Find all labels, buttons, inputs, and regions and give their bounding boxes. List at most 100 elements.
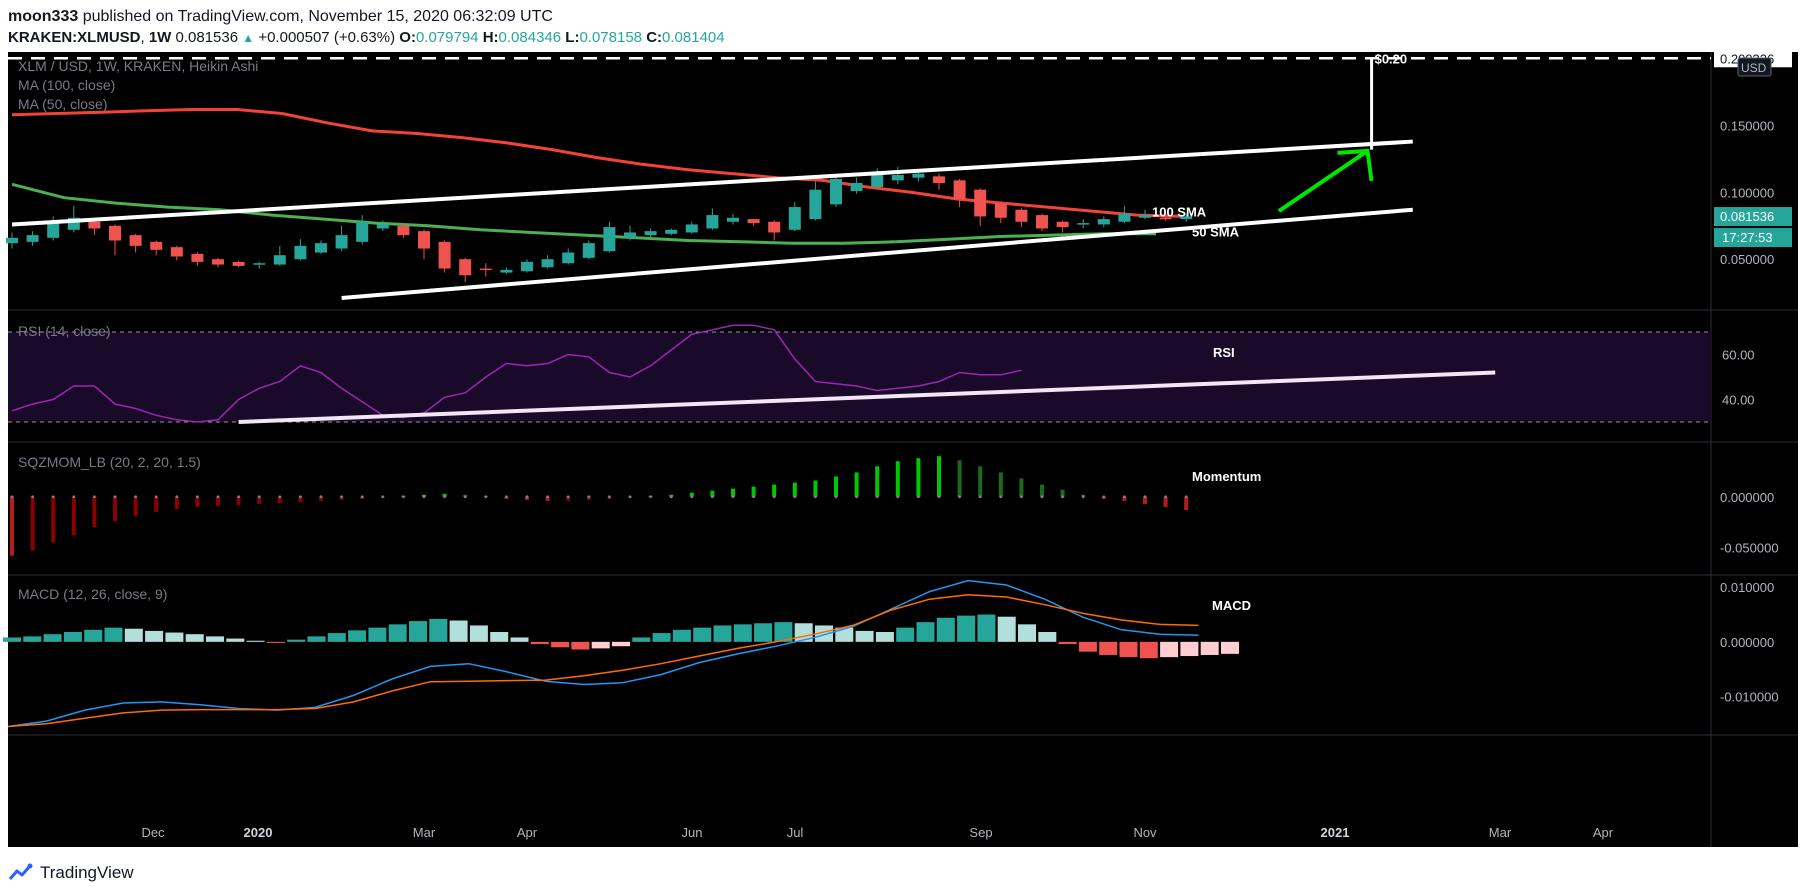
macd-histogram-bar (1200, 641, 1219, 655)
macd-histogram-bar (672, 629, 691, 642)
macd-pane[interactable]: MACD (12, 26, close, 9) MACD (3, 579, 1251, 728)
candle-body (1056, 221, 1069, 228)
squeeze-dot (216, 495, 220, 499)
candle-body (212, 259, 224, 265)
macd-histogram-bar (84, 629, 103, 642)
squeeze-dot (711, 495, 714, 499)
candle-body (397, 225, 410, 236)
open-label: O: (399, 29, 416, 46)
momentum-axis-tick: 0.000000 (1720, 490, 1774, 505)
ma50-legend: MA (50, close) (18, 96, 107, 112)
price-pane-title: XLM / USD, 1W, KRAKEN, Heikin Ashi (18, 58, 258, 74)
macd-histogram-bar (104, 627, 123, 642)
channel-lower-trendline (341, 207, 1413, 300)
last-price-label: 0.081536 (1720, 209, 1774, 224)
macd-histogram-bar (551, 641, 570, 648)
macd-histogram-bar (571, 641, 590, 650)
macd-histogram-bar (916, 622, 935, 642)
price-pane[interactable]: $0.20 100 SMA 50 SMA XLM / USD, 1W, KRAKEN,… (6, 52, 1711, 300)
candle-body (830, 178, 842, 205)
macd-histogram-bar (185, 634, 204, 642)
momentum-pane[interactable]: SQZMOM_LB (20, 2, 20, 1.5) Momentum (10, 454, 1262, 556)
squeeze-dot (463, 495, 467, 499)
macd-histogram-bar (226, 638, 245, 642)
squeeze-dot (1020, 495, 1023, 499)
squeeze-dot (196, 495, 199, 499)
author-name[interactable]: moon333 (8, 8, 79, 25)
macd-histogram-bar (733, 624, 752, 642)
candle-body (479, 268, 492, 271)
chart-canvas[interactable]: $0.20 100 SMA 50 SMA XLM / USD, 1W, KRAKEN,… (0, 52, 1805, 852)
currency-label: USD (1741, 61, 1767, 75)
squeeze-dot (587, 495, 591, 499)
squeeze-dot (525, 495, 529, 499)
candle-body (603, 227, 616, 252)
macd-histogram-bar (1018, 624, 1036, 642)
squeeze-dot (422, 495, 426, 499)
squeeze-dot (93, 495, 96, 499)
candle-body (994, 203, 1007, 218)
macd-histogram-bar (409, 621, 427, 642)
macd-histogram-bar (652, 633, 671, 642)
macd-histogram-bar (1221, 641, 1239, 654)
squeeze-dot (752, 495, 755, 499)
squeeze-dot (649, 495, 652, 499)
rsi-pane-title: RSI (14, close) (18, 323, 111, 339)
candle-body (788, 207, 801, 230)
squeeze-dot (1081, 495, 1085, 499)
squeeze-dot (154, 495, 158, 499)
macd-histogram-bar (266, 641, 285, 643)
squeeze-dot (917, 495, 920, 499)
squeeze-dot (175, 495, 179, 499)
candle-body (912, 173, 925, 178)
squeeze-dot (875, 495, 879, 499)
squeeze-dot (690, 495, 694, 499)
macd-histogram-bar (815, 625, 833, 642)
symbol-sep: , (140, 29, 149, 46)
squeeze-dot (134, 495, 138, 499)
chart-background (8, 52, 1798, 847)
squeeze-dot (772, 495, 776, 499)
macd-histogram-bar (206, 636, 224, 642)
macd-annotation: MACD (1212, 598, 1251, 613)
time-axis[interactable]: Dec 2020 Mar Apr Jun Jul Sep Nov 2021 Mar Apr (141, 825, 1613, 840)
squeeze-dot (237, 495, 241, 499)
macd-histogram-bar (429, 618, 448, 642)
macd-histogram-bar (896, 627, 915, 642)
macd-pane-title: MACD (12, 26, close, 9) (18, 586, 167, 602)
candle-body (273, 255, 286, 265)
signal-line (7, 594, 1199, 728)
squeeze-dot (958, 495, 961, 499)
squeeze-dot (834, 495, 838, 499)
candle-body (335, 235, 348, 249)
tradingview-brand[interactable]: TradingView (8, 860, 134, 886)
low-label: L: (565, 29, 580, 46)
macd-histogram-bar (957, 615, 976, 642)
macd-histogram-bar (469, 625, 488, 642)
countdown-marker (1714, 228, 1792, 248)
squeeze-dot (999, 495, 1003, 499)
rsi-pane[interactable]: RSI (14, close) RSI (8, 323, 1711, 424)
macd-histogram-bar (307, 636, 326, 642)
squeeze-dot (1102, 495, 1106, 499)
macd-histogram-bar (1180, 641, 1199, 657)
candle-body (315, 243, 327, 253)
target-label: $0.20 (1375, 52, 1408, 66)
price-axis[interactable]: 0.150000 0.100000 0.050000 0.081536 17:27:53… (1714, 52, 1792, 704)
high-label: H: (482, 29, 499, 46)
macd-histogram-bar (713, 625, 732, 642)
ma50-line (11, 182, 1156, 245)
macd-histogram-bar (23, 636, 42, 642)
squeeze-dot (1164, 495, 1167, 499)
candle-body (727, 217, 739, 222)
squeeze-dot (484, 495, 488, 499)
squeeze-dot (505, 495, 508, 499)
macd-histogram-bar (3, 637, 21, 642)
candle-body (500, 269, 513, 273)
candle-body (191, 253, 204, 262)
macd-axis-tick: 0.010000 (1720, 580, 1774, 595)
macd-histogram-bar (997, 616, 1016, 642)
candle-body (953, 180, 966, 200)
brand-name: TradingView (40, 863, 134, 882)
squeeze-dot (566, 495, 570, 499)
